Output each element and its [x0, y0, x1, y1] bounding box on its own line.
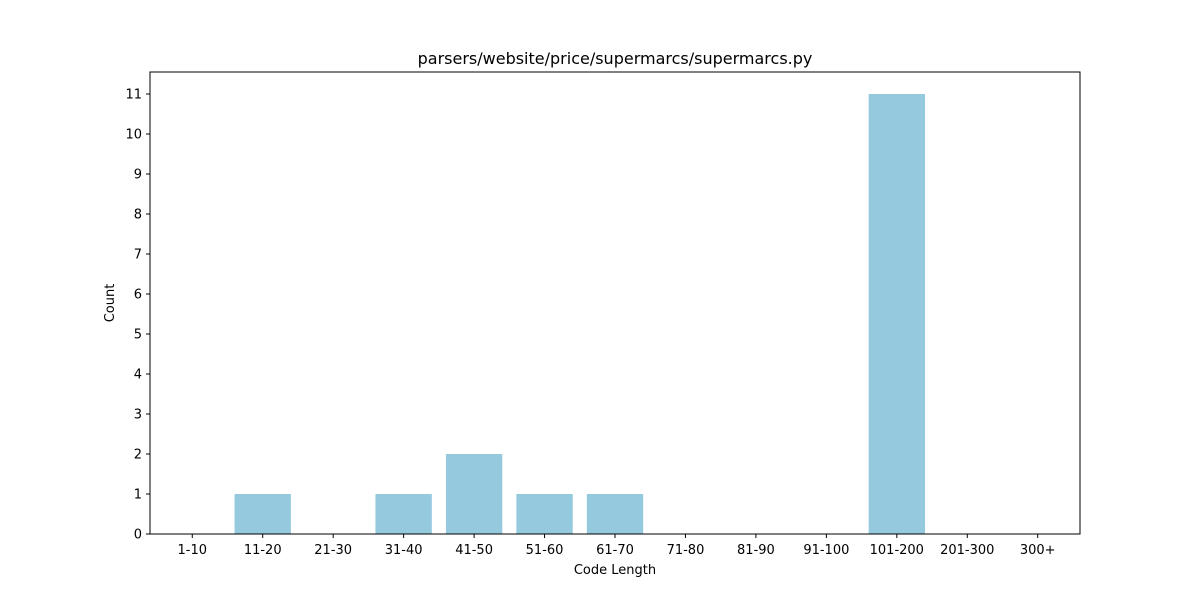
y-tick-label: 5 [134, 328, 142, 343]
y-tick-label: 1 [134, 488, 142, 503]
plot-frame [149, 71, 1081, 535]
y-tick-label: 11 [125, 88, 142, 103]
x-tick-label: 101-200 [870, 543, 924, 558]
x-axis-ticks: 1-10 11-20 21-30 31-40 41-50 51-60 61-70 71-80 8… [178, 534, 1056, 558]
x-tick-label: 31-40 [385, 543, 423, 558]
y-tick-label: 6 [134, 288, 142, 303]
y-tick-label: 4 [134, 368, 142, 383]
x-tick-label: 1-10 [178, 543, 208, 558]
x-tick-label: 91-100 [803, 543, 849, 558]
x-tick-label: 61-70 [596, 543, 634, 558]
x-tick-label: 51-60 [526, 543, 564, 558]
x-tick-label: 21-30 [314, 543, 352, 558]
bar-41-50 [445, 454, 503, 534]
chart-title: parsers/website/price/supermarcs/superma… [418, 49, 813, 68]
x-tick-label: 71-80 [667, 543, 705, 558]
y-axis-label: Count [103, 284, 118, 323]
bar-31-40 [375, 494, 432, 534]
x-axis-label: Code Length [574, 563, 656, 578]
y-tick-label: 7 [134, 248, 142, 263]
y-axis-ticks: 0 1 2 3 4 5 6 7 8 9 10 11 [125, 88, 150, 543]
x-tick-label: 201-300 [940, 543, 994, 558]
x-tick-label: 41-50 [455, 543, 493, 558]
x-tick-label: 11-20 [244, 543, 282, 558]
bar-61-70 [586, 494, 644, 534]
bar-11-20 [234, 494, 291, 534]
bars-layer [234, 94, 925, 534]
y-tick-label: 8 [134, 208, 142, 223]
y-tick-label: 9 [134, 168, 142, 183]
bar-51-60 [516, 494, 573, 534]
y-tick-label: 0 [134, 528, 142, 543]
y-tick-label: 3 [134, 408, 142, 423]
y-tick-label: 2 [134, 448, 142, 463]
bar-101-200 [868, 94, 925, 534]
y-tick-label: 10 [125, 128, 142, 143]
x-tick-label: 300+ [1020, 543, 1056, 558]
x-tick-label: 81-90 [737, 543, 775, 558]
